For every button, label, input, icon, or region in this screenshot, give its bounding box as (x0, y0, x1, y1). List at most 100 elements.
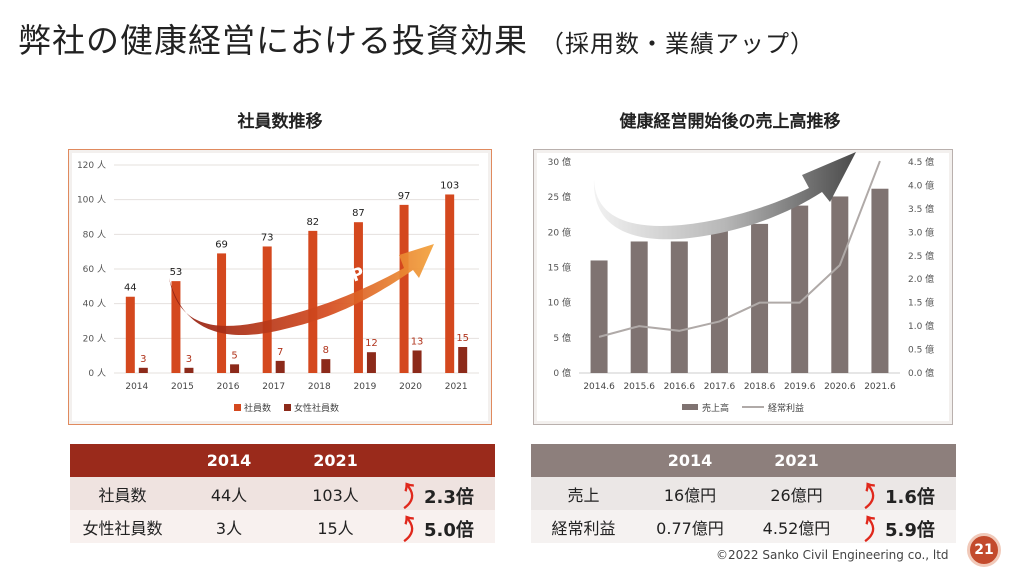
y2-tick-label: 0.0 億 (908, 367, 934, 379)
bar-employees (308, 230, 318, 373)
bar-employees (217, 253, 227, 373)
bar-sales (791, 205, 809, 373)
header-2021: 2021 (744, 444, 849, 477)
copyright: ©2022 Sanko Civil Engineering co., ltd (716, 548, 949, 562)
row-label: 経常利益 (531, 510, 636, 543)
bar-female-employees (230, 364, 240, 373)
x-tick-label: 2021.6 (864, 382, 896, 392)
bar-employees (125, 296, 135, 373)
data-label: 15 (456, 333, 469, 344)
up-arrow-label: UP (752, 171, 792, 200)
x-tick-label: 2016.6 (664, 382, 696, 392)
data-label: 3 (186, 354, 192, 365)
chart-title-left: 社員数推移 (237, 112, 323, 132)
y-tick-label: 10 億 (548, 297, 571, 309)
bar-employees (399, 204, 409, 373)
x-tick-label: 2020 (399, 382, 422, 392)
y-tick-label: 0 人 (88, 368, 106, 379)
chart-panel-sales: 0 億 5 億 10 億 15 億 20 億 25 億 30 億 0.0 億 0.5 億 1.0 … (533, 149, 953, 425)
value-2021: 26億円 (744, 477, 849, 510)
bar-sales (670, 241, 688, 373)
x-tick-label: 2019.6 (784, 382, 816, 392)
value-2014: 44人 (175, 477, 283, 510)
employee-chart: 0 人 20 人 40 人 60 人 80 人 100 人 120 人 44 3 2014 53 3 2… (77, 160, 479, 414)
legend-swatch (682, 404, 698, 410)
title-subtitle: （採用数・業績アップ） (540, 30, 815, 58)
bar-female-employees (184, 367, 194, 373)
y-tick-label: 80 人 (83, 229, 106, 240)
value-2021: 103人 (283, 477, 388, 510)
header-2014: 2014 (636, 444, 744, 477)
y2-tick-label: 0.5 億 (908, 344, 934, 356)
data-label: 82 (306, 217, 319, 228)
legend-swatch (234, 404, 241, 411)
y2-tick-label: 2.0 億 (908, 273, 934, 285)
x-tick-label: 2017 (262, 382, 285, 392)
y2-tick-label: 1.5 億 (908, 297, 934, 309)
x-tick-label: 2015.6 (623, 382, 655, 392)
value-2014: 0.77億円 (636, 510, 744, 543)
table-row: 売上 16億円 26億円 ⤴1.6倍 (531, 477, 956, 512)
legend-swatch (284, 404, 291, 411)
data-label: 3 (140, 354, 146, 365)
data-label: 69 (215, 239, 228, 250)
data-label: 12 (365, 338, 378, 349)
x-tick-label: 2014.6 (583, 382, 615, 392)
x-tick-label: 2020.6 (824, 382, 856, 392)
title-text: 弊社の健康経営における投資効果 (18, 21, 528, 60)
bar-sales (871, 188, 889, 373)
bar-employees (445, 194, 455, 373)
value-2014: 3人 (175, 510, 283, 543)
y-tick-label: 40 人 (83, 299, 106, 310)
y-tick-label: 0 億 (553, 367, 571, 379)
y-tick-label: 30 億 (548, 156, 571, 168)
data-label: 87 (352, 208, 365, 219)
data-label: 8 (323, 345, 329, 356)
y2-tick-label: 1.0 億 (908, 320, 934, 332)
sales-chart: 0 億 5 億 10 億 15 億 20 億 25 億 30 億 0.0 億 0.5 億 1.0 … (548, 152, 934, 414)
up-arrow-icon: ⤴ (392, 511, 425, 546)
legend-label: 経常利益 (768, 402, 804, 414)
x-tick-label: 2015 (171, 382, 194, 392)
bar-employees (171, 281, 181, 373)
legend-label: 売上高 (702, 402, 729, 414)
y2-tick-label: 4.5 億 (908, 156, 934, 168)
chart-panel-employees: 0 人 20 人 40 人 60 人 80 人 100 人 120 人 44 3 2014 53 3 2… (68, 149, 492, 425)
y-tick-label: 25 億 (548, 191, 571, 203)
up-arrow-icon (593, 152, 856, 240)
data-label: 103 (440, 180, 459, 191)
table-row: 経常利益 0.77億円 4.52億円 ⤴5.9倍 (531, 510, 956, 546)
bar-sales (710, 222, 728, 373)
y-tick-label: 15 億 (548, 262, 571, 274)
growth-rate: ⤴5.0倍 (388, 510, 495, 546)
y-tick-label: 5 億 (553, 332, 571, 344)
x-tick-label: 2014 (125, 382, 148, 392)
growth-rate: ⤴5.9倍 (849, 510, 956, 546)
data-label: 97 (398, 191, 411, 202)
legend-label: 女性社員数 (294, 402, 339, 414)
x-tick-label: 2019 (353, 382, 376, 392)
x-tick-label: 2017.6 (704, 382, 736, 392)
y-tick-label: 20 億 (548, 226, 571, 238)
legend-label: 社員数 (244, 402, 271, 414)
data-label: 7 (277, 347, 283, 358)
x-tick-label: 2018 (308, 382, 331, 392)
growth-rate: ⤴1.6倍 (849, 477, 956, 512)
line-ordinary-profit (598, 160, 881, 338)
up-arrow-icon: ⤴ (853, 511, 886, 546)
bar-female-employees (275, 360, 285, 373)
up-arrow-icon (169, 244, 434, 336)
y-tick-label: 100 人 (77, 195, 106, 206)
growth-rate: ⤴2.3倍 (388, 477, 495, 512)
x-tick-label: 2018.6 (744, 382, 776, 392)
data-label: 44 (124, 283, 137, 294)
table-header: 2014 2021 (531, 444, 956, 477)
y2-tick-label: 3.0 億 (908, 226, 934, 238)
y-tick-label: 120 人 (77, 160, 106, 171)
bar-female-employees (366, 352, 376, 373)
data-label: 5 (231, 350, 237, 361)
data-label: 53 (170, 267, 183, 278)
table-header: 2014 2021 (70, 444, 495, 477)
slide-title: 弊社の健康経営における投資効果 （採用数・業績アップ） (18, 14, 815, 62)
header-2014: 2014 (175, 444, 283, 477)
